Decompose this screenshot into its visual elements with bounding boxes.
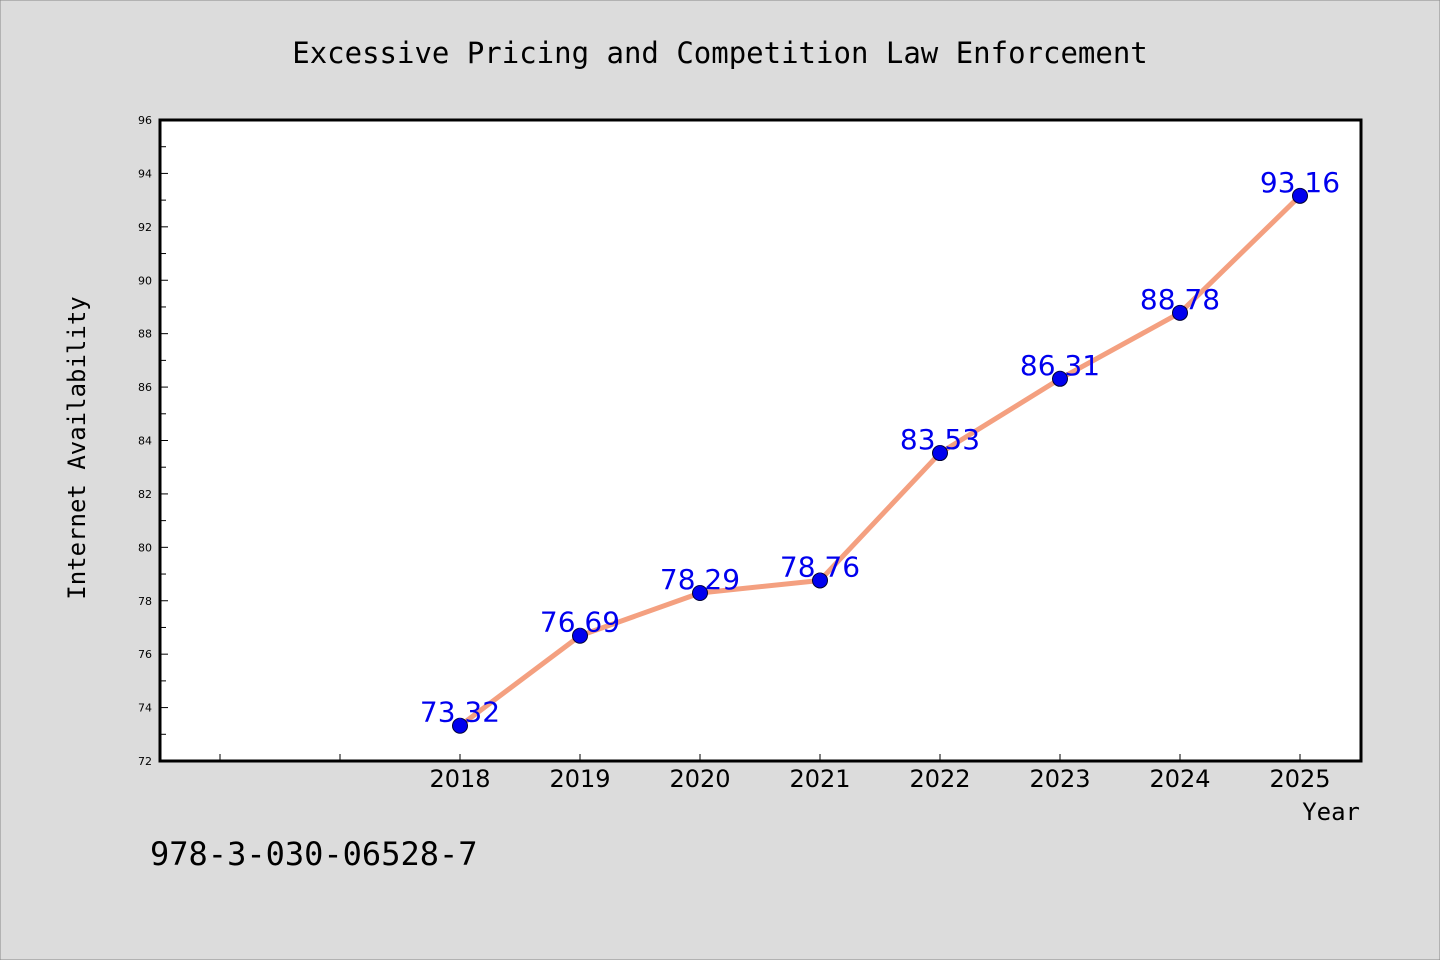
y-tick-label: 80 bbox=[138, 541, 152, 554]
data-label: 93.16 bbox=[1260, 166, 1340, 199]
x-tick-label: 2020 bbox=[669, 765, 730, 793]
x-axis-label: Year bbox=[1302, 798, 1360, 826]
data-label: 83.53 bbox=[900, 423, 980, 456]
data-point bbox=[572, 627, 588, 644]
y-tick-label: 72 bbox=[138, 755, 152, 768]
data-points bbox=[452, 187, 1308, 734]
data-label: 78.76 bbox=[780, 550, 860, 583]
data-point bbox=[452, 717, 468, 734]
isbn-text: 978-3-030-06528-7 bbox=[150, 835, 478, 873]
y-axis-ticks: 72 74 76 78 80 82 84 86 88 90 92 94 96 bbox=[138, 114, 168, 768]
y-tick-label: 82 bbox=[138, 488, 152, 501]
data-point bbox=[1292, 187, 1308, 204]
y-tick-label: 92 bbox=[138, 221, 152, 234]
data-label: 86.31 bbox=[1020, 349, 1100, 382]
data-point bbox=[1052, 370, 1068, 387]
data-point bbox=[692, 585, 708, 602]
data-label: 73.32 bbox=[420, 696, 500, 729]
y-tick-label: 90 bbox=[138, 274, 152, 287]
data-point bbox=[812, 572, 828, 589]
y-tick-label: 76 bbox=[138, 648, 152, 661]
data-point bbox=[1172, 304, 1188, 321]
data-label: 78.29 bbox=[660, 563, 740, 596]
data-point bbox=[932, 445, 948, 462]
x-tick-label: 2022 bbox=[909, 765, 970, 793]
data-label: 76.69 bbox=[540, 606, 620, 639]
series-line-layer bbox=[457, 193, 1303, 729]
y-tick-label: 96 bbox=[138, 114, 152, 127]
y-axis-label: Internet Availability bbox=[63, 296, 91, 599]
y-tick-label: 94 bbox=[138, 167, 152, 180]
y-tick-label: 78 bbox=[138, 595, 152, 608]
data-labels: 73.32 76.69 78.29 78.76 83.53 86.31 88.78 93.16 bbox=[420, 166, 1340, 729]
y-tick-label: 86 bbox=[138, 381, 152, 394]
x-axis-ticks: 2018 2019 2020 2021 2022 2023 2024 2025 bbox=[219, 754, 1331, 793]
x-tick-label: 2025 bbox=[1269, 765, 1330, 793]
y-tick-label: 88 bbox=[138, 328, 152, 341]
x-tick-label: 2019 bbox=[549, 765, 610, 793]
x-tick-label: 2024 bbox=[1149, 765, 1210, 793]
plot-area bbox=[158, 118, 1363, 763]
x-tick-label: 2021 bbox=[789, 765, 850, 793]
data-label: 88.78 bbox=[1140, 283, 1220, 316]
chart-title: Excessive Pricing and Competition Law En… bbox=[292, 36, 1148, 70]
x-tick-label: 2023 bbox=[1029, 765, 1090, 793]
y-tick-label: 84 bbox=[138, 435, 152, 448]
series-line bbox=[457, 193, 1303, 729]
y-tick-label: 74 bbox=[138, 702, 152, 715]
x-tick-label: 2018 bbox=[429, 765, 490, 793]
